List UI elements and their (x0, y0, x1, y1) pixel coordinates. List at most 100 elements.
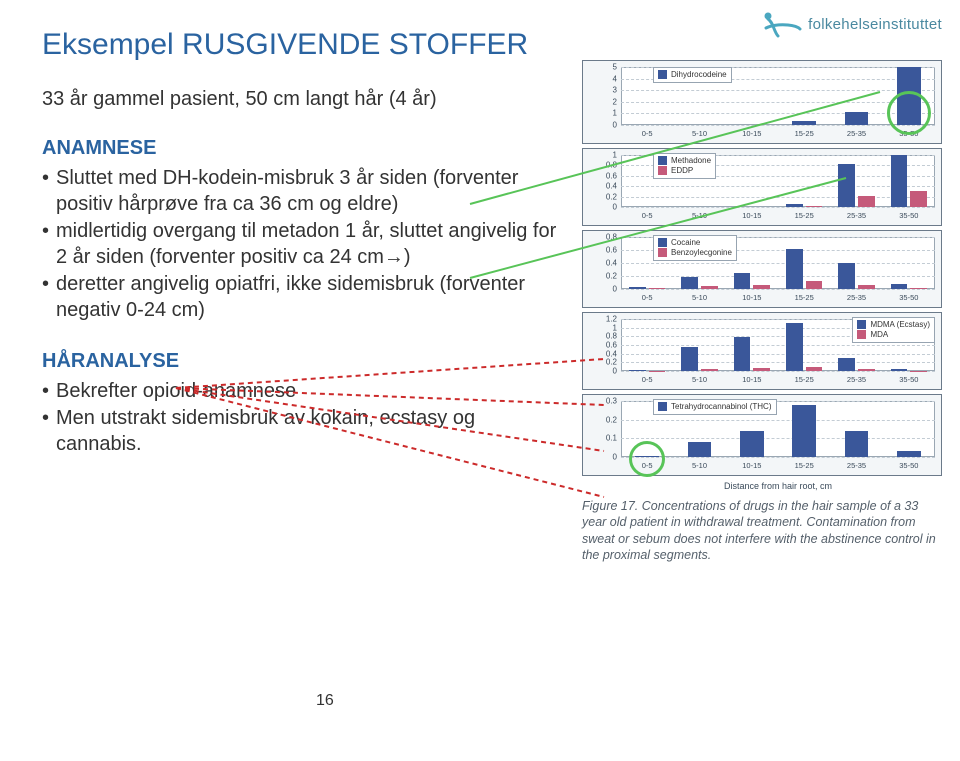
y-tick-label: 0 (595, 121, 617, 130)
x-tick-label: 35-50 (899, 129, 918, 138)
chart-legend: MDMA (Ecstasy)MDA (852, 317, 935, 343)
page-number: 16 (316, 692, 334, 710)
chart-legend: Tetrahydrocannabinol (THC) (653, 399, 777, 415)
y-tick-label: 1.2 (595, 315, 617, 324)
bullet-dot-icon: • (42, 219, 56, 270)
brand-name: folkehelseinstituttet (808, 16, 942, 33)
chart-bar (635, 456, 659, 457)
chart-bar (838, 358, 855, 371)
x-tick-label: 5-10 (692, 293, 707, 302)
bullet-list: •Bekrefter opioid-anamnese •Men utstrakt… (42, 379, 562, 458)
section-heading: HÅRANALYSE (42, 350, 562, 373)
x-tick-label: 0-5 (642, 293, 653, 302)
figure-caption: Figure 17. Concentrations of drugs in th… (582, 498, 942, 563)
x-tick-label: 5-10 (692, 211, 707, 220)
legend-swatch (658, 248, 667, 257)
x-tick-label: 15-25 (795, 129, 814, 138)
chart-legend: MethadoneEDDP (653, 153, 716, 179)
legend-label: Methadone (671, 156, 711, 165)
x-tick-label: 25-35 (847, 461, 866, 470)
y-tick-label: 0.6 (595, 246, 617, 255)
intro-text: 33 år gammel pasient, 50 cm langt hår (4… (42, 88, 562, 111)
chart-bar (681, 277, 698, 289)
y-tick-label: 5 (595, 63, 617, 72)
legend-swatch (857, 320, 866, 329)
y-tick-label: 0.8 (595, 332, 617, 341)
legend-label: Dihydrocodeine (671, 70, 727, 79)
x-tick-label: 15-25 (795, 461, 814, 470)
y-tick-label: 0.1 (595, 434, 617, 443)
y-tick-label: 1 (595, 151, 617, 160)
y-tick-label: 3 (595, 86, 617, 95)
legend-label: MDA (870, 330, 888, 339)
legend-swatch (658, 70, 667, 79)
chart-bar (910, 191, 927, 207)
chart-bar (734, 273, 751, 289)
x-tick-label: 15-25 (795, 375, 814, 384)
y-tick-label: 2 (595, 97, 617, 106)
x-tick-label: 25-35 (847, 129, 866, 138)
bullet-text: midlertidig overgang til metadon 1 år, s… (56, 219, 562, 270)
x-tick-label: 10-15 (742, 129, 761, 138)
y-tick-label: 0.8 (595, 233, 617, 242)
x-tick-label: 0-5 (642, 461, 653, 470)
y-tick-label: 4 (595, 74, 617, 83)
x-tick-label: 10-15 (742, 375, 761, 384)
chart-bar (838, 263, 855, 289)
bullet-dot-icon: • (42, 406, 56, 457)
y-tick-label: 0.4 (595, 182, 617, 191)
bullet-list: •Sluttet med DH-kodein-misbruk 3 år side… (42, 166, 562, 324)
x-tick-label: 10-15 (742, 211, 761, 220)
chart-bar (786, 323, 803, 371)
chart-bar (681, 347, 698, 371)
chart-bar (688, 442, 712, 457)
chart-panel: 0123450-55-1010-1515-2525-3535-50Dihydro… (582, 60, 942, 144)
chart-bar (740, 431, 764, 457)
x-tick-label: 35-50 (899, 375, 918, 384)
y-tick-label: 0.2 (595, 192, 617, 201)
x-tick-label: 0-5 (642, 129, 653, 138)
chart-bar (734, 337, 751, 371)
legend-swatch (658, 156, 667, 165)
chart-bar (629, 370, 646, 371)
legend-swatch (857, 330, 866, 339)
chart-bar (753, 368, 770, 371)
chart-bar (701, 286, 718, 289)
x-tick-label: 35-50 (899, 461, 918, 470)
bullet-dot-icon: • (42, 272, 56, 323)
section-heading: ANAMNESE (42, 137, 562, 160)
legend-swatch (658, 166, 667, 175)
chart-bar (858, 369, 875, 371)
bullet-text: Sluttet med DH-kodein-misbruk 3 år siden… (56, 166, 562, 217)
figure-column: 0 1 2 3 4 5 0-5 5-10 10-15 15-25 25-35 35-50 Dihydro… (582, 60, 942, 563)
x-tick-label: 10-15 (742, 461, 761, 470)
chart-bar (806, 281, 823, 289)
chart-bar (891, 155, 908, 207)
bullet-text: deretter angivelig opiatfri, ikke sidemi… (56, 272, 562, 323)
y-tick-label: 0.6 (595, 171, 617, 180)
bullet-dot-icon: • (42, 379, 56, 405)
chart-legend: CocaineBenzoylecgonine (653, 235, 737, 261)
chart-legend: Dihydrocodeine (653, 67, 732, 83)
y-tick-label: 0.2 (595, 358, 617, 367)
y-tick-label: 0 (595, 367, 617, 376)
brand-mark-icon (758, 10, 802, 38)
chart-bar (806, 367, 823, 371)
chart-bar (858, 285, 875, 289)
x-tick-label: 15-25 (795, 211, 814, 220)
x-axis-title: Distance from hair root, cm (621, 481, 935, 491)
y-tick-label: 0 (595, 203, 617, 212)
x-tick-label: 10-15 (742, 293, 761, 302)
chart-panel: 00.10.20.30-55-1010-1515-2525-3535-50Tet… (582, 394, 942, 476)
legend-label: MDMA (Ecstasy) (870, 320, 930, 329)
bullet-text: Men utstrakt sidemisbruk av kokain, ecst… (56, 406, 562, 457)
chart-bar (792, 121, 816, 125)
x-tick-label: 5-10 (692, 375, 707, 384)
x-tick-label: 5-10 (692, 461, 707, 470)
chart-bar (701, 369, 718, 371)
x-tick-label: 15-25 (795, 293, 814, 302)
chart-bar (897, 67, 921, 125)
y-tick-label: 0 (595, 453, 617, 462)
y-tick-label: 0.2 (595, 415, 617, 424)
legend-swatch (658, 238, 667, 247)
